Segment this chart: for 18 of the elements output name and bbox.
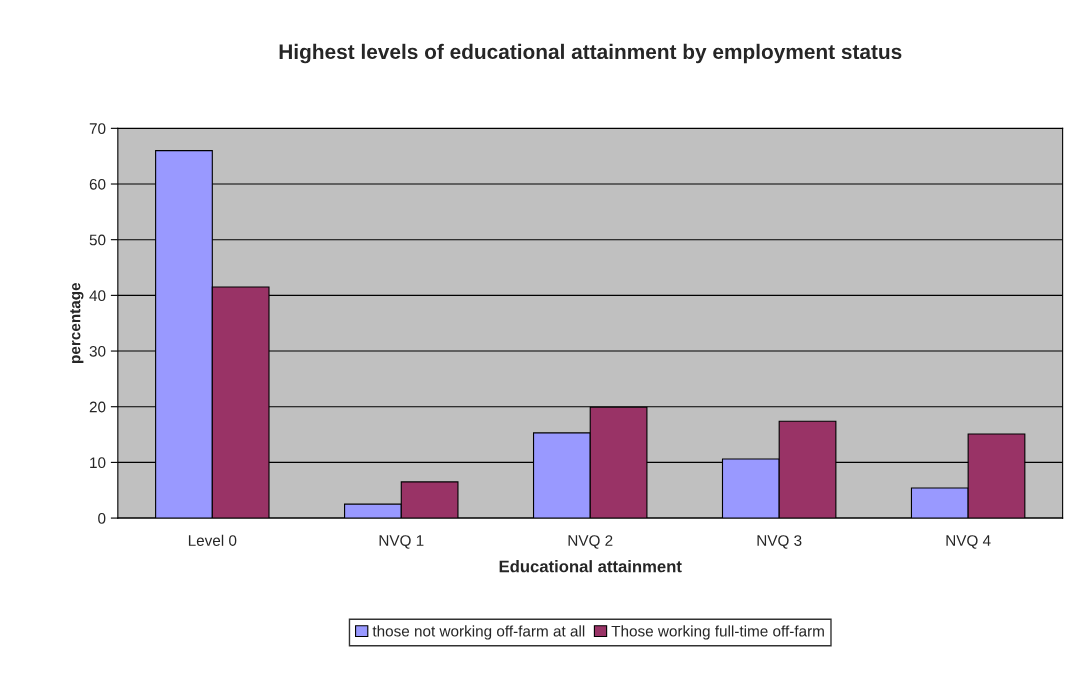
y-tick-label: 40 [89, 290, 106, 302]
y-tick-label: 50 [89, 234, 106, 246]
x-tick-label: NVQ 3 [757, 535, 802, 549]
x-axis-title: Educational attainment [499, 560, 682, 573]
y-tick-label: 0 [98, 512, 106, 524]
x-tick-label: NVQ 1 [379, 535, 424, 549]
y-tick-label: 60 [89, 178, 106, 190]
y-tick-label: 20 [89, 401, 106, 413]
y-tick-label: 10 [90, 457, 106, 469]
chart-title: Highest levels of educational attainment by employment status [279, 43, 902, 64]
y-axis-title: percentage [70, 282, 84, 363]
x-tick-label: NVQ 4 [946, 535, 991, 549]
y-tick-label: 70 [89, 123, 106, 135]
x-tick-label: NVQ 2 [568, 535, 613, 549]
legend-label: those not working off-farm at all [372, 625, 585, 640]
legend-label: Those working full-time off-farm [611, 625, 824, 640]
y-tick-label: 30 [89, 345, 106, 357]
x-tick-label: Level 0 [188, 534, 237, 546]
